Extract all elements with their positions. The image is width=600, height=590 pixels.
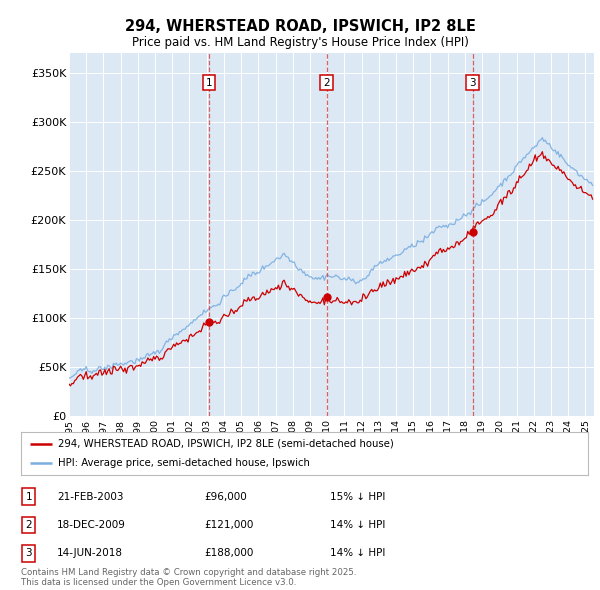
Text: 1: 1 <box>206 77 212 87</box>
Text: 18-DEC-2009: 18-DEC-2009 <box>57 520 126 530</box>
Text: HPI: Average price, semi-detached house, Ipswich: HPI: Average price, semi-detached house,… <box>58 458 310 468</box>
Text: Contains HM Land Registry data © Crown copyright and database right 2025.
This d: Contains HM Land Registry data © Crown c… <box>21 568 356 587</box>
Text: 1: 1 <box>25 492 32 502</box>
Text: 294, WHERSTEAD ROAD, IPSWICH, IP2 8LE (semi-detached house): 294, WHERSTEAD ROAD, IPSWICH, IP2 8LE (s… <box>58 439 394 449</box>
Text: £188,000: £188,000 <box>204 549 253 558</box>
Text: 21-FEB-2003: 21-FEB-2003 <box>57 492 124 502</box>
Text: £96,000: £96,000 <box>204 492 247 502</box>
Text: 294, WHERSTEAD ROAD, IPSWICH, IP2 8LE: 294, WHERSTEAD ROAD, IPSWICH, IP2 8LE <box>125 19 475 34</box>
Text: £121,000: £121,000 <box>204 520 253 530</box>
Text: 14% ↓ HPI: 14% ↓ HPI <box>330 520 385 530</box>
Text: 2: 2 <box>323 77 330 87</box>
Text: Price paid vs. HM Land Registry's House Price Index (HPI): Price paid vs. HM Land Registry's House … <box>131 36 469 49</box>
Text: 15% ↓ HPI: 15% ↓ HPI <box>330 492 385 502</box>
Text: 2: 2 <box>25 520 32 530</box>
Text: 14% ↓ HPI: 14% ↓ HPI <box>330 549 385 558</box>
Text: 3: 3 <box>25 549 32 558</box>
Text: 14-JUN-2018: 14-JUN-2018 <box>57 549 123 558</box>
Text: 3: 3 <box>469 77 476 87</box>
